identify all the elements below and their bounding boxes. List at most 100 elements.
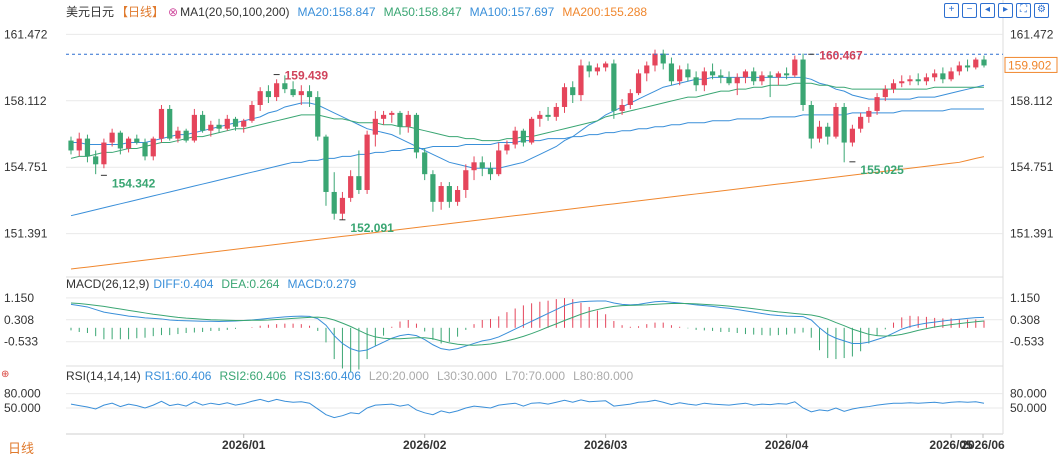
candle-body	[775, 73, 781, 78]
candle-body	[923, 77, 930, 82]
candle-body	[496, 150, 502, 175]
candle-body	[586, 65, 592, 72]
macd-title: MACD(26,12,9)	[66, 277, 150, 291]
candle-body	[611, 63, 617, 111]
candle-body	[899, 81, 905, 84]
candle-body	[372, 118, 378, 135]
rsi-y-tick-right: 80.000	[1010, 387, 1047, 401]
candle-body	[726, 77, 732, 84]
pan-left-icon[interactable]: ◂	[980, 3, 995, 18]
crosshair-icon[interactable]: ⊕	[1, 369, 10, 380]
candle-body	[553, 106, 559, 117]
macd-legend: MACD(26,12,9) DIFF:0.404 DEA:0.264 MACD:0.2…	[66, 277, 364, 291]
y-tick-label-right: 161.472	[1010, 27, 1054, 41]
macd-y-tick-left: 0.308	[4, 313, 34, 327]
y-tick-label-right: 151.391	[1010, 227, 1054, 241]
candle-body	[652, 53, 658, 66]
candle-body	[685, 69, 691, 78]
candle-body	[134, 138, 140, 143]
macd-diff-label: DIFF:0.404	[153, 277, 214, 291]
candle-body	[84, 138, 91, 157]
candle-body	[627, 93, 633, 105]
candle-body	[405, 114, 411, 127]
candle-body	[537, 114, 543, 119]
candle-body	[816, 126, 823, 139]
y-tick-label-left: 151.391	[4, 227, 48, 241]
candle-body	[175, 130, 181, 139]
candle-body	[890, 83, 897, 90]
candle-body	[109, 132, 115, 143]
candle-body	[422, 152, 428, 175]
macd-value-label: MACD:0.279	[287, 277, 357, 291]
candle-body	[751, 71, 757, 82]
ma200-line	[70, 156, 985, 270]
candle-body	[241, 120, 247, 127]
candle-body	[356, 176, 362, 190]
ma50-label: MA50:158.847	[383, 5, 462, 19]
candle-body	[561, 87, 568, 107]
candle-body	[183, 130, 189, 141]
period-tab-daily[interactable]: 日线	[8, 441, 35, 456]
rsi3-label: RSI3:60.406	[294, 369, 361, 383]
candle-body	[981, 59, 987, 66]
macd-dea-label: DEA:0.264	[221, 277, 280, 291]
l80-label: L80:80.000	[573, 369, 634, 383]
settings-icon[interactable]: ⚙	[1034, 3, 1049, 18]
macd-y-tick-right: 1.150	[1010, 291, 1040, 305]
x-tick-label: 2026/02	[403, 438, 447, 452]
ma-toggle-icon[interactable]: ⊗	[168, 5, 179, 19]
rsi1-label: RSI1:60.406	[144, 369, 212, 383]
macd-y-tick-right: 0.308	[1010, 313, 1040, 327]
zoom-out-icon[interactable]: −	[962, 3, 977, 18]
macd-y-tick-right: -0.533	[1010, 335, 1044, 349]
candle-body	[545, 114, 551, 117]
candle-body	[800, 59, 806, 105]
candle-body	[964, 65, 971, 68]
candle-body	[306, 91, 313, 98]
rsi-y-tick-left: 80.000	[4, 387, 41, 401]
candle-body	[578, 65, 584, 96]
ma20-label: MA20:158.847	[297, 5, 376, 19]
x-tick-label: 2026/06	[961, 438, 1005, 452]
l20-label: L20:20.000	[368, 369, 429, 383]
candle-body	[915, 79, 921, 82]
candle-body	[718, 75, 724, 78]
candle-body	[504, 144, 510, 151]
candle-body	[167, 108, 173, 139]
candle-body	[315, 97, 321, 137]
y-tick-label-left: 158.112	[4, 94, 47, 108]
zoom-in-icon[interactable]: +	[944, 3, 959, 18]
high-annotation: 160.467	[819, 48, 863, 62]
candle-body	[742, 71, 749, 78]
rsi-y-tick-left: 50.000	[4, 401, 41, 415]
candle-body	[858, 116, 864, 129]
candle-body	[117, 132, 123, 149]
candle-body	[101, 142, 107, 165]
candle-body	[635, 73, 642, 94]
l30-label: L30:30.000	[436, 369, 497, 383]
candle-body	[232, 118, 239, 127]
rsi2-label: RSI2:60.406	[219, 369, 287, 383]
candle-body	[463, 170, 469, 190]
candle-body	[767, 75, 773, 78]
candle-body	[833, 106, 839, 137]
candle-body	[668, 63, 675, 82]
candle-body	[940, 73, 946, 80]
fullscreen-icon[interactable]: ⛶	[1016, 3, 1031, 18]
candle-body	[93, 156, 99, 165]
candle-body	[907, 79, 913, 82]
candle-body	[158, 108, 165, 139]
ma50-line	[70, 82, 984, 159]
pan-right-icon[interactable]: ▸	[998, 3, 1013, 18]
candle-body	[660, 53, 666, 64]
candle-body	[413, 114, 420, 153]
candle-body	[142, 142, 148, 157]
candle-body	[734, 77, 740, 84]
candle-body	[619, 104, 625, 111]
candle-body	[841, 106, 847, 143]
candle-body	[380, 114, 387, 119]
ma200-label: MA200:155.288	[562, 5, 648, 19]
candle-body	[208, 124, 214, 131]
candle-body	[216, 124, 222, 129]
